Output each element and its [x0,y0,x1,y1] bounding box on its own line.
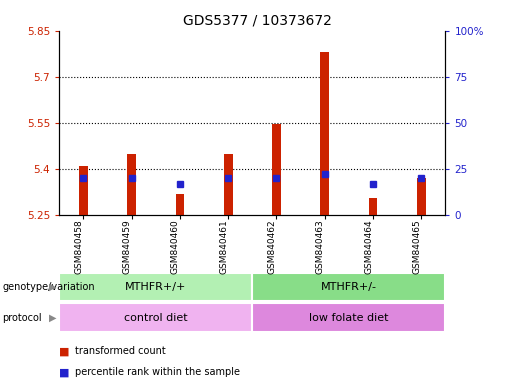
Bar [272,124,281,215]
Bar [252,273,445,301]
Text: GSM840463: GSM840463 [316,219,325,274]
Bar [127,154,136,215]
Bar [252,303,445,332]
Text: GSM840458: GSM840458 [74,219,83,274]
Text: percentile rank within the sample: percentile rank within the sample [75,367,239,377]
Text: GSM840460: GSM840460 [171,219,180,274]
Text: ■: ■ [59,367,70,377]
Text: protocol: protocol [3,313,42,323]
Text: GSM840462: GSM840462 [267,219,277,273]
Text: GSM840459: GSM840459 [123,219,132,274]
Text: ■: ■ [59,346,70,356]
Bar [59,303,252,332]
Text: ▶: ▶ [49,282,57,292]
Bar [320,52,329,215]
Bar [176,194,184,215]
Text: GSM840464: GSM840464 [364,219,373,273]
Text: genotype/variation: genotype/variation [3,282,95,292]
Text: transformed count: transformed count [75,346,165,356]
Bar [59,273,252,301]
Bar [79,166,88,215]
Bar [417,178,426,215]
Bar [369,198,377,215]
Text: ▶: ▶ [49,313,57,323]
Text: GDS5377 / 10373672: GDS5377 / 10373672 [183,13,332,27]
Text: control diet: control diet [124,313,187,323]
Text: low folate diet: low folate diet [309,313,389,323]
Text: MTHFR+/+: MTHFR+/+ [125,282,186,292]
Text: GSM840465: GSM840465 [413,219,421,274]
Text: MTHFR+/-: MTHFR+/- [321,282,377,292]
Bar [224,154,233,215]
Text: GSM840461: GSM840461 [219,219,228,274]
